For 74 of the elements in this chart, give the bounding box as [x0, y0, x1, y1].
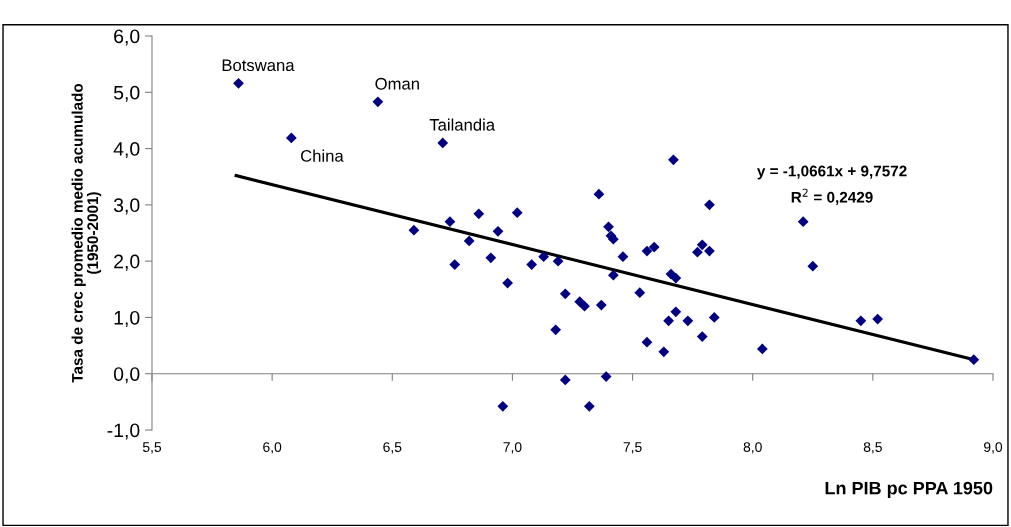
point — [579, 300, 590, 312]
y-tick-label: 4,0 — [113, 142, 140, 159]
y-tick-label: -1,0 — [107, 423, 140, 440]
point — [670, 272, 682, 284]
point — [696, 239, 708, 251]
point — [497, 400, 509, 412]
point — [595, 299, 607, 311]
point — [600, 371, 612, 382]
x-tick-label: 7,0 — [503, 442, 522, 454]
point — [756, 343, 768, 355]
point — [696, 331, 708, 342]
point — [872, 313, 884, 325]
point — [603, 221, 614, 233]
point — [663, 315, 674, 327]
point — [593, 188, 605, 200]
point — [807, 260, 819, 272]
point — [670, 306, 682, 318]
x-tick-label: 8,0 — [743, 442, 762, 454]
y-tick-label: 0,0 — [113, 367, 140, 384]
point — [526, 259, 538, 270]
point — [408, 224, 420, 236]
point — [559, 288, 571, 300]
point — [708, 312, 720, 323]
point — [552, 255, 564, 267]
point — [968, 354, 980, 366]
point — [574, 296, 586, 308]
x-tick-label: 6,0 — [263, 442, 282, 454]
point — [692, 246, 703, 258]
point — [538, 251, 550, 263]
point — [492, 225, 504, 237]
point — [583, 400, 595, 412]
point — [550, 324, 562, 336]
point — [641, 336, 653, 348]
annotation: China — [301, 149, 344, 162]
point — [559, 374, 571, 386]
point — [641, 245, 653, 257]
x-tick-label: 6,5 — [383, 442, 402, 454]
x-tick-label: 9,0 — [984, 442, 1003, 454]
annotation: Oman — [375, 77, 419, 90]
point — [485, 252, 497, 264]
x-tick-label: 8,5 — [863, 442, 882, 454]
point — [648, 241, 660, 253]
point — [449, 259, 461, 270]
point — [668, 154, 679, 166]
annotation: R$^{2}$ = 0,2429 — [791, 188, 873, 205]
y-tick-label: 2,0 — [114, 254, 140, 271]
point — [607, 269, 619, 281]
y-tick-label: 1,0 — [114, 310, 140, 327]
x-tick-label: 7,5 — [623, 442, 642, 454]
point — [511, 207, 523, 219]
y-tick-label: 6,0 — [114, 29, 140, 46]
annotation: Botswana — [222, 59, 295, 72]
point — [704, 199, 715, 211]
point — [372, 96, 384, 108]
point — [617, 251, 629, 263]
annotation: y = -1,0661x + 9,7572 — [757, 165, 907, 180]
point — [437, 137, 449, 149]
point — [855, 315, 867, 327]
point — [285, 132, 297, 144]
point — [444, 216, 456, 228]
point — [473, 208, 485, 220]
point — [658, 346, 670, 358]
y-tick-label: 5,0 — [113, 85, 140, 102]
y-axis-title: Tasa de crec promedio medio acumulado (1950-2001) — [71, 83, 102, 383]
point — [502, 277, 513, 289]
point — [797, 216, 809, 228]
x-axis-title: Ln PIB pc PPA 1950 — [825, 481, 993, 499]
point — [233, 77, 244, 89]
x-tick-label: 5,5 — [142, 442, 162, 454]
y-tick-label: 3,0 — [113, 198, 140, 215]
point — [463, 235, 475, 247]
point — [634, 287, 646, 299]
annotation: Tailandia — [429, 118, 496, 131]
point — [682, 315, 694, 327]
